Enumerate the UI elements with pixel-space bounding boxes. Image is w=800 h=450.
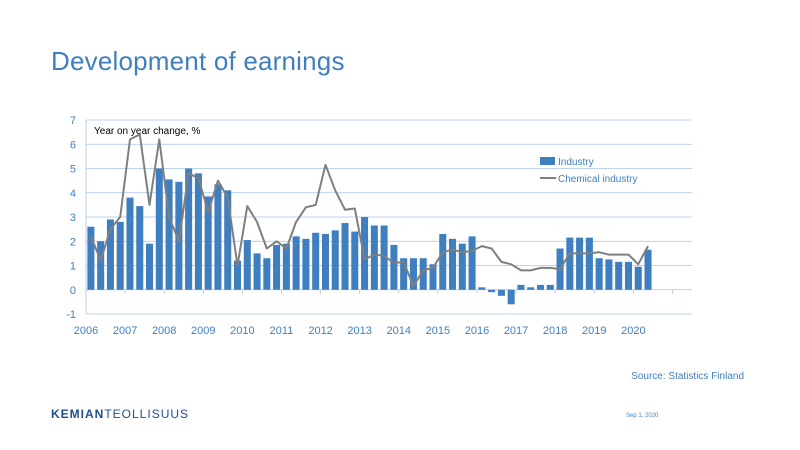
bar: [116, 221, 124, 290]
y-tick-label: 5: [70, 164, 76, 176]
bar: [478, 287, 486, 290]
logo-part1: KEMIAN: [51, 407, 105, 421]
x-tick-label: 2010: [230, 325, 254, 337]
bar: [331, 230, 339, 290]
bar: [517, 284, 525, 290]
x-tick-label: 2016: [465, 325, 489, 337]
series-line-chemical-industry: [89, 133, 649, 288]
bar: [605, 259, 613, 290]
bar: [146, 243, 154, 290]
bar: [458, 243, 466, 290]
bar: [507, 289, 515, 305]
bar: [253, 253, 261, 290]
bar: [302, 238, 310, 290]
y-tick-label: 6: [70, 139, 76, 151]
bar: [214, 184, 222, 290]
bar: [449, 238, 457, 290]
source-note: Source: Statistics Finland: [631, 371, 744, 382]
bar: [126, 197, 134, 290]
bar: [361, 217, 369, 290]
bar: [224, 190, 232, 290]
bar: [488, 289, 496, 293]
bar: [204, 196, 212, 290]
y-tick-label: 1: [70, 261, 76, 273]
bar: [429, 264, 437, 290]
bar: [194, 173, 202, 290]
y-tick-label: 3: [70, 212, 76, 224]
bar: [595, 258, 603, 290]
bar: [527, 287, 535, 290]
logo-part2: TEOLLISUUS: [104, 407, 190, 421]
bar: [634, 266, 642, 290]
bar: [497, 289, 505, 296]
x-tick-label: 2006: [74, 325, 98, 337]
bar: [282, 243, 290, 290]
y-tick-label: 2: [70, 236, 76, 248]
x-tick-label: 2009: [191, 325, 215, 337]
bar: [370, 225, 378, 290]
y-tick-label: 7: [70, 115, 76, 127]
y-tick-label: 0: [70, 285, 76, 297]
x-tick-label: 2017: [504, 325, 528, 337]
bar: [390, 244, 398, 290]
bar: [546, 284, 554, 290]
date-label: Sep 1, 2020: [626, 413, 659, 419]
x-tick-label: 2007: [113, 325, 137, 337]
bar: [263, 258, 271, 290]
x-tick-label: 2014: [387, 325, 411, 337]
bar: [380, 225, 388, 290]
bar: [243, 240, 251, 290]
bar: [576, 237, 584, 290]
x-tick-label: 2015: [426, 325, 450, 337]
y-tick-label: -1: [66, 309, 76, 321]
bar: [409, 258, 417, 290]
bar: [585, 237, 593, 290]
bar: [185, 168, 193, 290]
bar: [536, 284, 545, 290]
x-tick-label: 2008: [152, 325, 176, 337]
x-tick-label: 2011: [270, 325, 294, 337]
x-tick-label: 2018: [543, 325, 567, 337]
y-tick-label: 4: [70, 188, 76, 200]
bar: [341, 223, 349, 290]
bar: [87, 226, 95, 290]
bar: [351, 231, 359, 290]
bar: [155, 168, 163, 290]
bar: [644, 249, 652, 290]
bar: [624, 261, 632, 290]
x-tick-label: 2020: [621, 325, 645, 337]
bar: [136, 206, 144, 290]
chart-annotation: Year on year change, %: [94, 126, 200, 137]
legend-label-industry: Industry: [558, 157, 594, 168]
page-title: Development of earnings: [51, 46, 345, 76]
bar: [400, 258, 408, 290]
legend-label-chemical-industry: Chemical industry: [558, 174, 637, 185]
logo: KEMIANTEOLLISUUS: [51, 407, 189, 421]
bar: [97, 241, 105, 290]
bar: [165, 179, 173, 290]
bar: [233, 260, 242, 290]
bar: [439, 233, 447, 290]
x-tick-label: 2019: [582, 325, 606, 337]
bar: [419, 258, 427, 290]
bar: [566, 237, 574, 290]
bar: [106, 219, 114, 290]
bar: [273, 244, 281, 290]
bar: [615, 261, 623, 290]
x-tick-label: 2012: [308, 325, 332, 337]
bar: [292, 236, 300, 290]
bar: [321, 233, 329, 290]
bar: [312, 232, 320, 290]
x-tick-label: 2013: [347, 325, 371, 337]
legend-swatch-industry: [540, 157, 555, 165]
bar: [468, 236, 476, 290]
